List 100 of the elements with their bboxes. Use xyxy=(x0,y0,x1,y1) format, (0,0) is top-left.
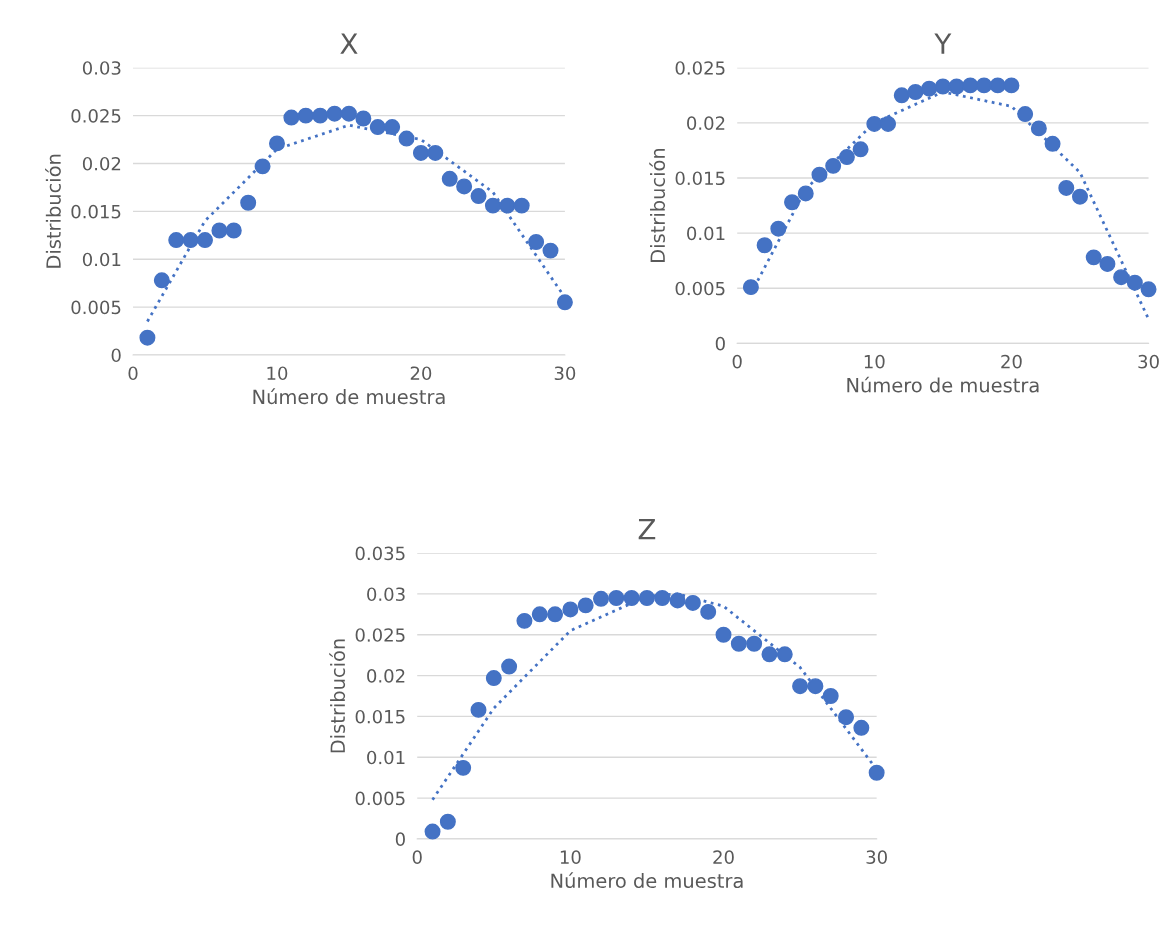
point xyxy=(770,220,787,237)
y-axis-title: Distribución xyxy=(329,639,346,753)
y-tick-label: 0.03 xyxy=(367,587,405,602)
point xyxy=(501,658,518,675)
point xyxy=(669,592,686,609)
point xyxy=(948,78,965,95)
y-tick-label: 0.01 xyxy=(687,226,725,241)
point xyxy=(1058,179,1075,196)
y-tick-label: 0.015 xyxy=(71,204,121,219)
point xyxy=(326,105,343,122)
y-tick-label: 0.005 xyxy=(355,791,405,806)
point xyxy=(369,119,386,136)
point xyxy=(608,590,625,606)
point xyxy=(484,197,501,214)
point xyxy=(197,232,213,249)
point xyxy=(746,635,763,652)
x-axis-title: Número de muestra xyxy=(253,388,445,405)
point xyxy=(398,130,415,147)
point xyxy=(424,823,441,840)
y-tick-label: 0.025 xyxy=(675,61,725,75)
point xyxy=(1003,77,1020,94)
point xyxy=(907,84,924,100)
x-tick-label: 30 xyxy=(866,850,887,864)
x-tick-label: 20 xyxy=(713,850,734,864)
point xyxy=(542,242,559,259)
point xyxy=(866,115,883,132)
x-tick-label: 30 xyxy=(1138,354,1159,369)
x-tick-label: 10 xyxy=(267,366,288,381)
point xyxy=(838,709,855,726)
point xyxy=(797,185,814,202)
point xyxy=(355,110,372,127)
y-tick-label: 0.01 xyxy=(82,252,121,267)
point xyxy=(225,222,242,239)
point xyxy=(412,144,429,161)
point xyxy=(556,294,573,311)
point xyxy=(730,635,747,652)
y-tick-label: 0.015 xyxy=(675,171,725,186)
x-axis-title: Número de muestra xyxy=(551,872,743,889)
point xyxy=(499,197,516,214)
point xyxy=(547,606,564,623)
point xyxy=(1140,281,1157,298)
point xyxy=(792,678,809,695)
point xyxy=(715,626,732,643)
x-tick-label: 10 xyxy=(560,850,581,864)
point xyxy=(654,590,671,606)
point xyxy=(254,158,271,175)
point xyxy=(756,237,773,254)
point xyxy=(312,107,329,124)
point xyxy=(700,603,717,620)
x-tick-label: 0 xyxy=(128,366,138,381)
point xyxy=(684,594,701,611)
point xyxy=(638,590,655,606)
point xyxy=(1030,120,1047,137)
y-tick-label: 0.02 xyxy=(82,156,121,171)
y-tick-label: 0.02 xyxy=(687,116,725,130)
point xyxy=(456,178,473,195)
point xyxy=(528,234,545,250)
point xyxy=(921,80,938,97)
point xyxy=(441,170,458,187)
y-tick-label: 0.03 xyxy=(82,61,121,75)
point xyxy=(776,646,793,663)
point xyxy=(784,194,801,211)
y-tick-label: 0 xyxy=(715,336,725,351)
point xyxy=(976,77,992,94)
point xyxy=(742,279,759,296)
point xyxy=(182,232,199,249)
point xyxy=(593,590,609,607)
y-tick-label: 0.025 xyxy=(71,109,121,123)
y-tick-label: 0.025 xyxy=(355,628,405,642)
point xyxy=(893,87,910,104)
point xyxy=(853,719,870,736)
point xyxy=(153,272,170,289)
point xyxy=(989,77,1006,94)
y-axis-title: Distribución xyxy=(649,148,666,262)
point xyxy=(838,149,855,166)
point xyxy=(470,701,487,718)
x-axis-title: Número de muestra xyxy=(847,376,1039,393)
point xyxy=(439,813,456,830)
point xyxy=(455,759,472,776)
point xyxy=(211,222,228,239)
point xyxy=(340,105,357,122)
point xyxy=(384,119,401,136)
y-tick-label: 0.01 xyxy=(367,750,405,765)
x-tick-label: 20 xyxy=(410,366,432,381)
point xyxy=(240,194,257,211)
point xyxy=(807,678,824,695)
point xyxy=(168,232,185,249)
point xyxy=(1113,269,1130,286)
point xyxy=(868,764,885,781)
point xyxy=(427,144,444,161)
point xyxy=(562,601,579,618)
point xyxy=(1126,274,1143,291)
point xyxy=(531,606,548,623)
y-tick-label: 0.015 xyxy=(355,709,405,724)
chart-title: X xyxy=(340,33,358,54)
point xyxy=(623,590,640,606)
point xyxy=(1099,256,1116,272)
chart-title: Y xyxy=(934,33,952,54)
y-axis-title: Distribución xyxy=(45,154,61,268)
x-tick-label: 30 xyxy=(554,366,576,381)
